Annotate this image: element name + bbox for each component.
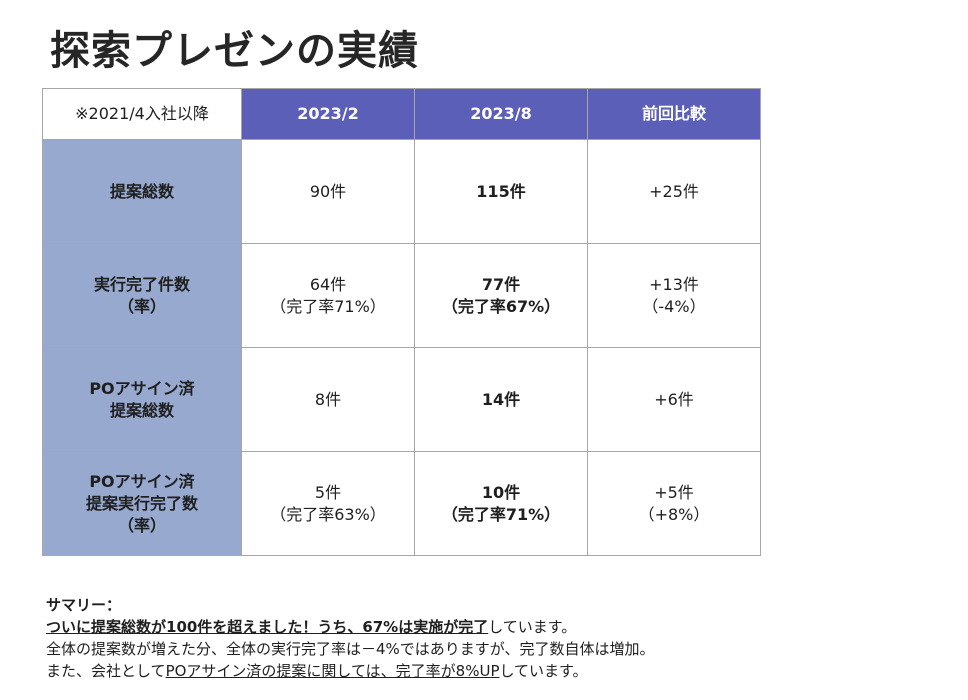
- row-header-total-proposals: 提案総数: [42, 139, 242, 244]
- cell-2023-2: 8件: [241, 347, 415, 452]
- column-header-2023-2: 2023/2: [241, 88, 415, 140]
- cell-2023-8: 14件: [414, 347, 588, 452]
- table-header-row: ※2021/4入社以降 2023/2 2023/8 前回比較: [42, 88, 761, 140]
- summary-underline: POアサイン済の提案に関しては、完了率が8%UP: [165, 662, 500, 680]
- cell-2023-8: 77件 （完了率67%）: [414, 243, 588, 348]
- cell-2023-8: 115件: [414, 139, 588, 244]
- table-note: ※2021/4入社以降: [42, 88, 242, 140]
- table-row: 提案総数 90件 115件 +25件: [42, 139, 761, 244]
- table-row: POアサイン済 提案総数 8件 14件 +6件: [42, 347, 761, 452]
- cell-2023-8: 10件 （完了率71%）: [414, 451, 588, 556]
- page-title: 探索プレゼンの実績: [50, 28, 419, 74]
- row-header-completed: 実行完了件数 （率）: [42, 243, 242, 348]
- cell-comparison: +25件: [587, 139, 761, 244]
- cell-comparison: +13件 （-4%）: [587, 243, 761, 348]
- table-row: 実行完了件数 （率） 64件 （完了率71%） 77件 （完了率67%） +13…: [42, 243, 761, 348]
- summary-heading: サマリー：: [46, 596, 122, 614]
- summary-highlight: ついに提案総数が100件を超えました！うち、67%は実施が完了: [46, 618, 489, 636]
- row-header-po-assigned-total: POアサイン済 提案総数: [42, 347, 242, 452]
- summary-line-1: ついに提案総数が100件を超えました！うち、67%は実施が完了しています。: [46, 618, 577, 636]
- cell-comparison: +5件 （+8%）: [587, 451, 761, 556]
- results-table: ※2021/4入社以降 2023/2 2023/8 前回比較 提案総数 90件 …: [42, 88, 761, 556]
- table-row: POアサイン済 提案実行完了数 （率） 5件 （完了率63%） 10件 （完了率…: [42, 451, 761, 556]
- summary-line-2: 全体の提案数が増えた分、全体の実行完了率は－4%ではありますが、完了数自体は増加…: [46, 640, 655, 658]
- summary-section: サマリー： ついに提案総数が100件を超えました！うち、67%は実施が完了してい…: [46, 594, 655, 682]
- row-header-po-assigned-completed: POアサイン済 提案実行完了数 （率）: [42, 451, 242, 556]
- cell-2023-2: 90件: [241, 139, 415, 244]
- column-header-2023-8: 2023/8: [414, 88, 588, 140]
- column-header-comparison: 前回比較: [587, 88, 761, 140]
- cell-2023-2: 64件 （完了率71%）: [241, 243, 415, 348]
- cell-comparison: +6件: [587, 347, 761, 452]
- summary-line-3: また、会社としてPOアサイン済の提案に関しては、完了率が8%UPしています。: [46, 662, 588, 680]
- cell-2023-2: 5件 （完了率63%）: [241, 451, 415, 556]
